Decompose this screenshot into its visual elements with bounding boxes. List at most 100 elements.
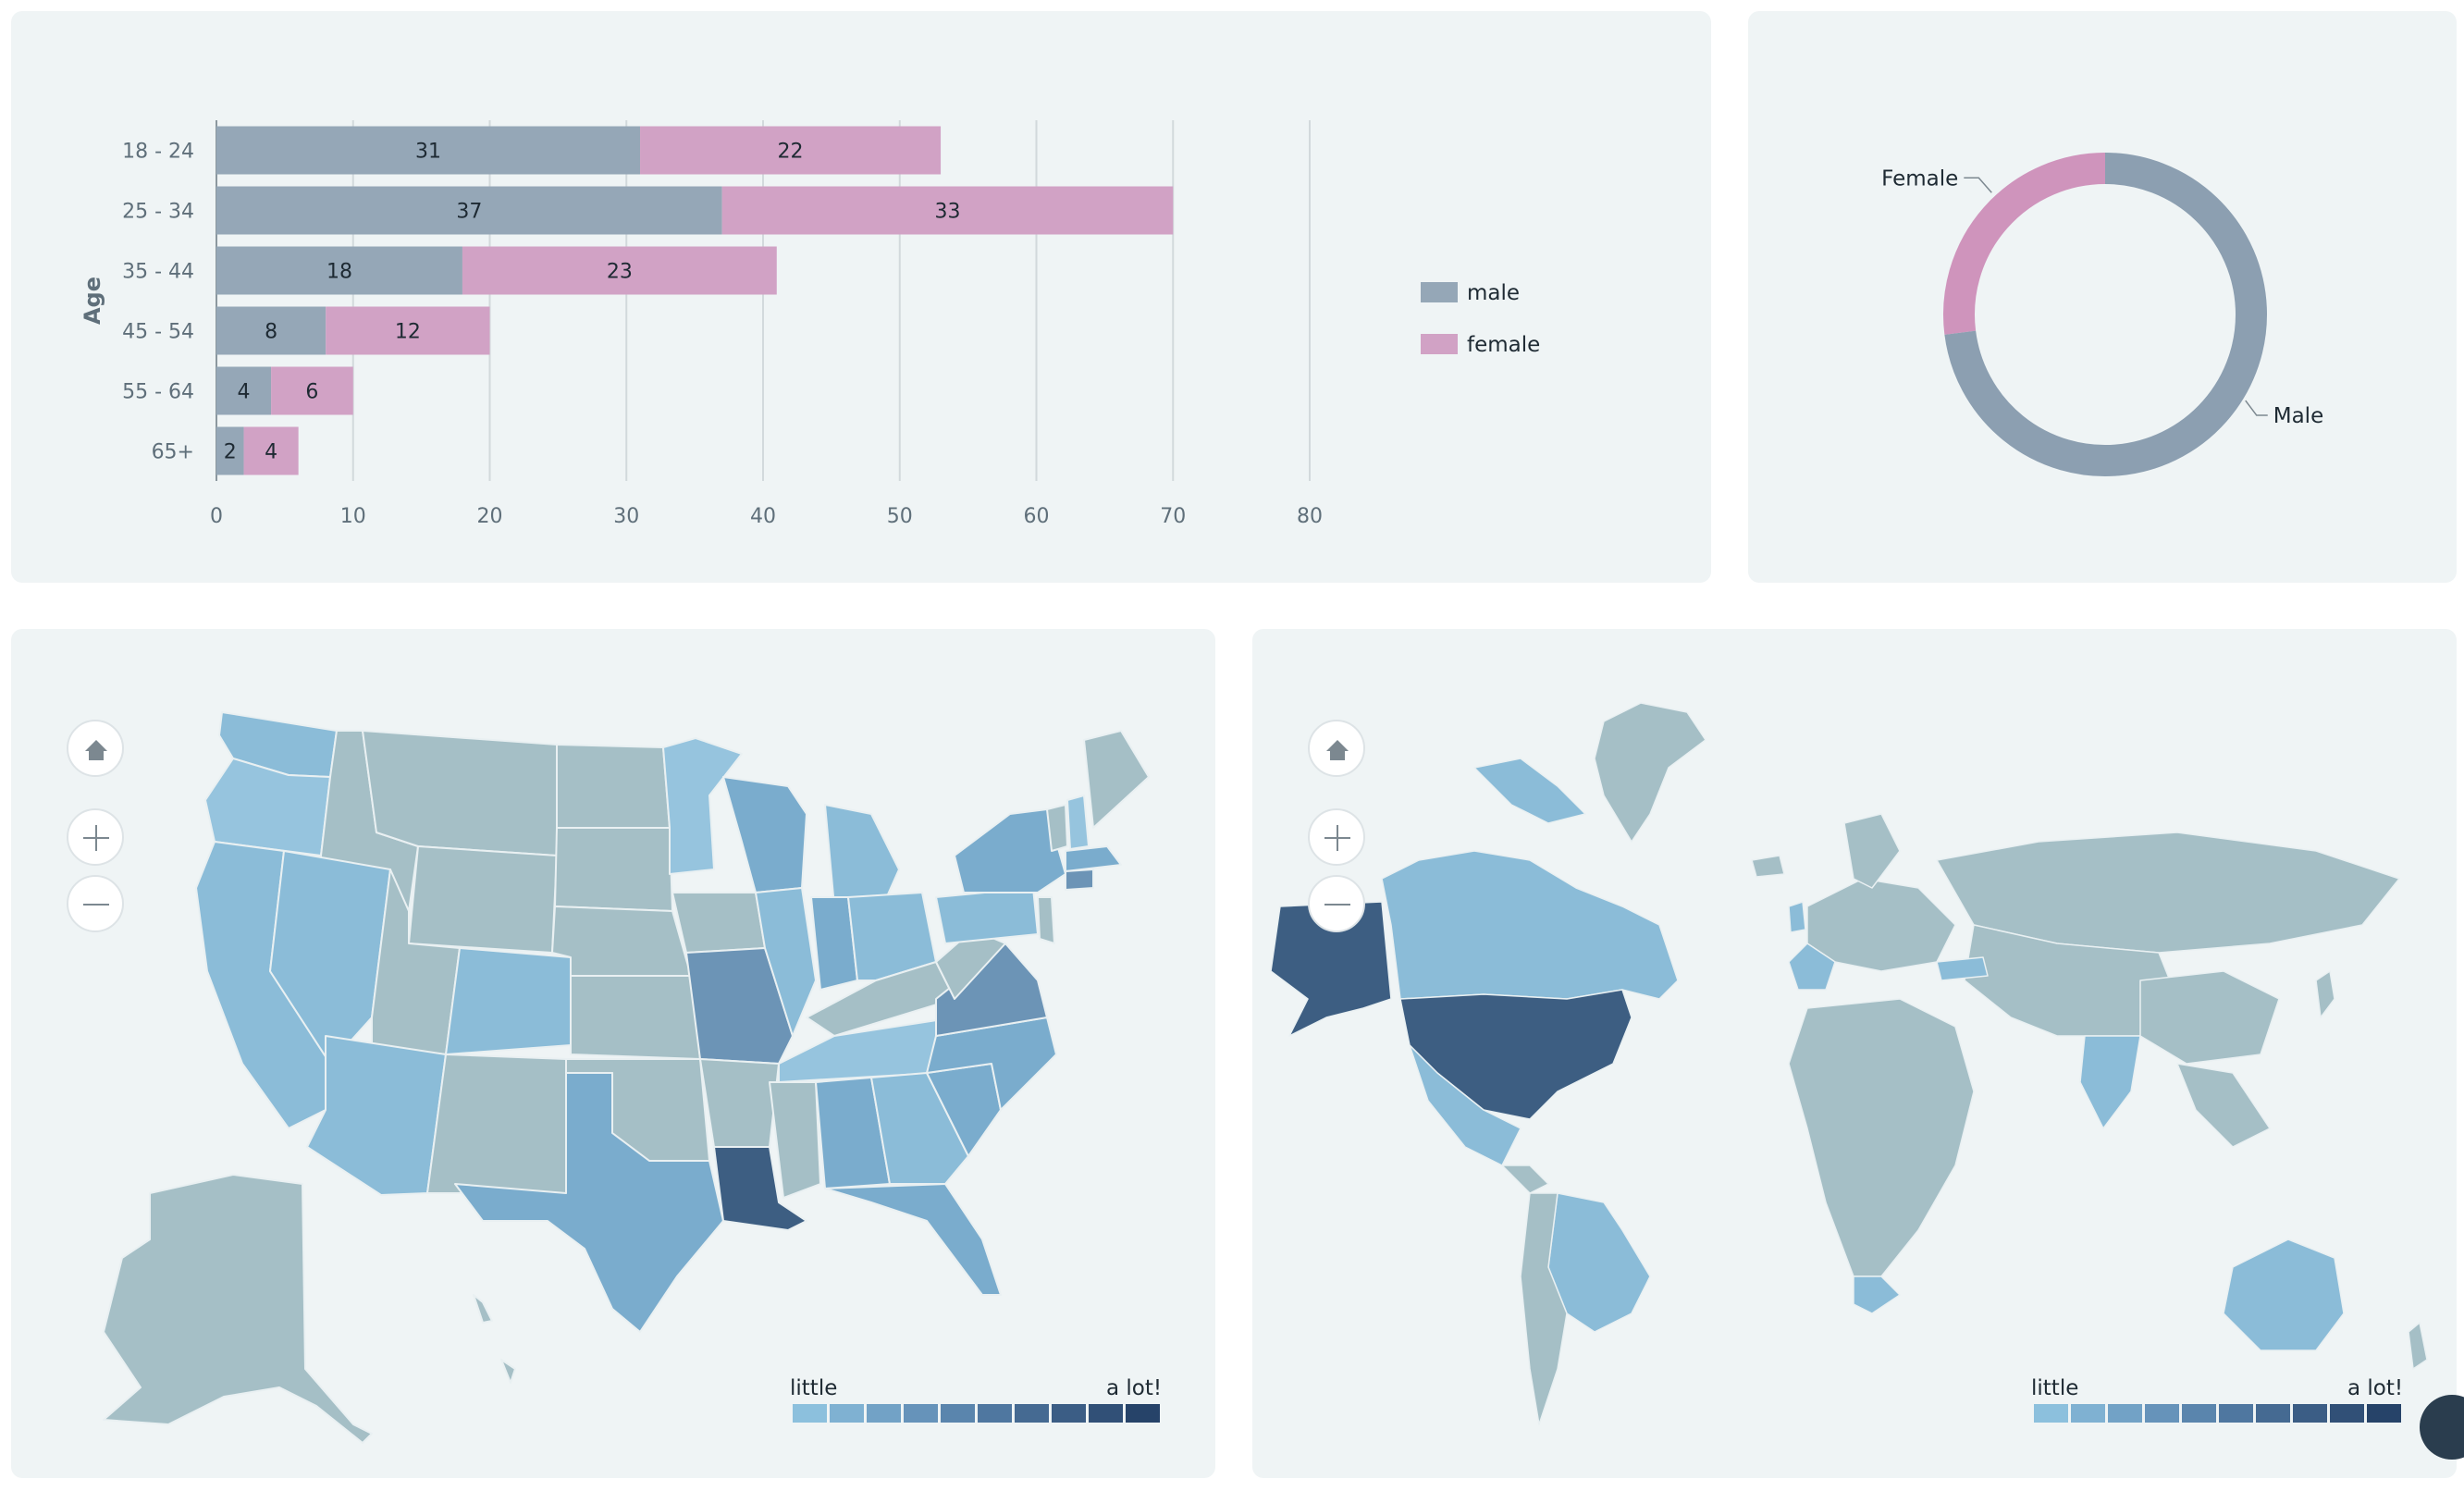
country-iceland [1751, 855, 1785, 878]
country-turkey [1936, 956, 1989, 981]
state-louisiana [713, 1146, 807, 1231]
country-europe [1806, 878, 1956, 972]
us-map-home-button[interactable] [67, 720, 124, 777]
state-new-hampshire [1066, 795, 1090, 850]
state-arizona [306, 1035, 447, 1196]
legend-label-male[interactable]: male [1467, 281, 1520, 305]
donut-slice-male[interactable] [1944, 153, 2267, 476]
state-new-jersey [1037, 896, 1055, 944]
donut-slice-female[interactable] [1943, 153, 2106, 335]
bar-female[interactable] [243, 426, 299, 475]
us-map-color-scale [793, 1404, 1160, 1423]
us-map-zoom-in-button[interactable] [67, 808, 124, 866]
legend-step [2219, 1404, 2253, 1423]
x-tick-label: 60 [1024, 505, 1050, 528]
x-tick-label: 50 [887, 505, 913, 528]
donut-connector [1964, 177, 1992, 193]
bar-male[interactable] [216, 306, 326, 355]
state-minnesota [662, 737, 743, 875]
state-hawaii [473, 1294, 516, 1384]
state-pennsylvania [935, 887, 1039, 944]
legend-step [830, 1404, 864, 1423]
bar-male[interactable] [216, 186, 722, 235]
home-icon [1326, 740, 1349, 760]
us-map-zoom-out-button[interactable] [67, 875, 124, 932]
data-label: 23 [607, 261, 633, 284]
legend-step [2182, 1404, 2216, 1423]
country-japan [2315, 970, 2335, 1018]
state-maine [1083, 730, 1150, 829]
data-label: 4 [265, 441, 277, 464]
state-kansas [570, 975, 701, 1060]
country-scandinavia [1843, 813, 1901, 889]
minus-icon [83, 904, 109, 906]
bar-female[interactable] [640, 126, 942, 175]
minus-icon [1324, 904, 1350, 906]
data-label: 22 [778, 141, 804, 164]
state-massachusetts [1065, 845, 1122, 872]
state-michigan [824, 804, 900, 912]
x-tick-label: 40 [750, 505, 776, 528]
state-wisconsin [722, 776, 807, 893]
state-north-dakota [556, 744, 671, 829]
bar-male[interactable] [216, 246, 462, 295]
world-map-color-scale [2034, 1404, 2401, 1423]
state-illinois [755, 887, 817, 1037]
us-map[interactable] [11, 629, 1215, 1478]
y-tick-label: 25 - 34 [122, 201, 194, 224]
donut-label-male: Male [2273, 404, 2323, 428]
country-canada-arctic-islands [1473, 758, 1586, 824]
country-china [2139, 970, 2280, 1065]
legend-step [867, 1404, 901, 1423]
state-wyoming [408, 845, 558, 954]
state-montana [362, 730, 558, 856]
world-map[interactable] [1252, 629, 2457, 1478]
x-tick-label: 10 [340, 505, 366, 528]
legend-swatch-female[interactable] [1421, 334, 1458, 354]
data-label: 6 [305, 381, 318, 404]
country-alaska [1270, 901, 1392, 1037]
data-label: 31 [415, 141, 441, 164]
gender-donut-chart: Female Male [1881, 153, 2323, 476]
legend-swatch-male[interactable] [1421, 282, 1458, 302]
age-bar-chart: 0 10 20 30 40 50 60 70 80 18 - 24 31 22 25 - 34 37 33 3… [80, 120, 1540, 528]
world-map-panel: little a lot! [1252, 629, 2457, 1478]
state-mississippi [769, 1081, 821, 1199]
y-tick-label: 45 - 54 [122, 321, 194, 344]
x-tick-label: 80 [1297, 505, 1323, 528]
floating-action-button[interactable] [2420, 1395, 2464, 1460]
legend-step [2071, 1404, 2105, 1423]
legend-step [941, 1404, 975, 1423]
world-map-home-button[interactable] [1308, 720, 1365, 777]
y-tick-label: 65+ [152, 441, 194, 464]
data-label: 4 [238, 381, 251, 404]
bar-female[interactable] [462, 246, 777, 295]
us-map-panel: little a lot! [11, 629, 1215, 1478]
country-india [2079, 1035, 2141, 1129]
legend-step [1015, 1404, 1049, 1423]
y-tick-label: 18 - 24 [122, 141, 194, 164]
world-map-zoom-in-button[interactable] [1308, 808, 1365, 866]
x-tick-label: 30 [613, 505, 639, 528]
data-label: 12 [395, 321, 421, 344]
legend-step [2256, 1404, 2290, 1423]
bar-female[interactable] [721, 186, 1174, 235]
bar-male[interactable] [216, 126, 641, 175]
y-tick-label: 55 - 64 [122, 381, 194, 404]
bar-female[interactable] [326, 306, 490, 355]
legend-step [2330, 1404, 2364, 1423]
world-map-zoom-out-button[interactable] [1308, 875, 1365, 932]
country-south-africa [1853, 1275, 1901, 1314]
country-africa [1788, 998, 1975, 1277]
country-new-zealand [2408, 1322, 2428, 1370]
x-tick-label: 70 [1160, 505, 1186, 528]
plus-icon [83, 825, 109, 851]
country-canada [1381, 850, 1679, 1000]
legend-step [2367, 1404, 2401, 1423]
state-vermont [1046, 804, 1068, 852]
bar-female[interactable] [271, 366, 353, 415]
y-axis-title: Age [80, 277, 105, 325]
bar-male[interactable] [216, 426, 244, 475]
bar-male[interactable] [216, 366, 272, 415]
legend-label-female[interactable]: female [1467, 333, 1540, 357]
